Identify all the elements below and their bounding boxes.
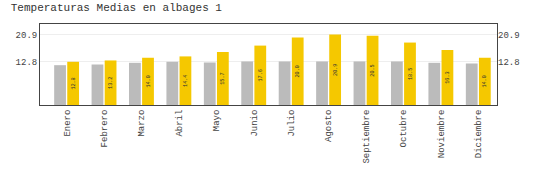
svg-text:17.6: 17.6 [258,69,264,81]
svg-text:Marzo: Marzo [137,110,147,137]
svg-text:Diciembre: Diciembre [474,110,484,159]
svg-text:Octubre: Octubre [399,110,409,148]
svg-text:14.4: 14.4 [183,75,189,87]
svg-text:12.8: 12.8 [498,58,520,68]
svg-text:12.8: 12.8 [16,58,38,68]
svg-text:16.3: 16.3 [445,71,451,83]
svg-text:13.2: 13.2 [108,77,114,89]
svg-text:20.9: 20.9 [333,64,339,76]
svg-text:Julio: Julio [287,110,297,137]
svg-text:Enero: Enero [63,110,73,137]
svg-text:Febrero: Febrero [100,110,110,148]
svg-text:Mayo: Mayo [212,110,222,132]
svg-text:20.9: 20.9 [16,31,38,41]
svg-text:Temperaturas Medias en albages: Temperaturas Medias en albages 1 [11,2,223,14]
svg-text:20.9: 20.9 [498,31,520,41]
svg-text:14.0: 14.0 [482,75,488,87]
svg-text:Agosto: Agosto [325,110,335,142]
svg-text:Septiembre: Septiembre [362,110,372,164]
svg-text:Abril: Abril [175,110,185,137]
svg-text:Junio: Junio [250,110,260,137]
svg-text:12.8: 12.8 [71,77,77,89]
svg-text:Noviembre: Noviembre [437,110,447,159]
svg-text:14.0: 14.0 [146,75,152,87]
svg-text:18.5: 18.5 [408,68,414,80]
svg-text:15.7: 15.7 [220,72,226,84]
svg-text:20.0: 20.0 [295,65,301,77]
svg-text:20.5: 20.5 [370,64,376,76]
